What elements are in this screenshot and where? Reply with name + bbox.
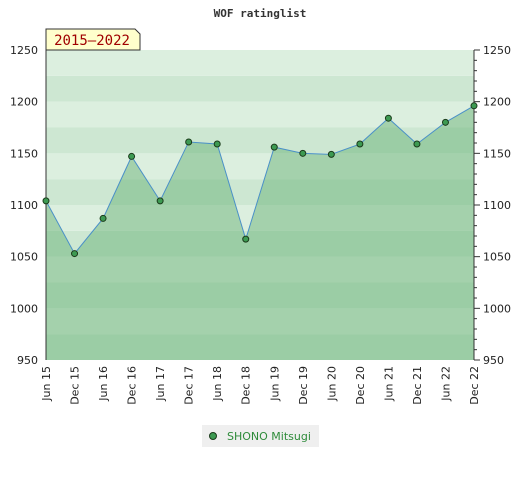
x-tick-label: Jun 16 xyxy=(97,366,110,402)
y-tick-label-right: 1000 xyxy=(483,302,511,315)
data-point xyxy=(42,197,50,205)
x-tick-label: Dec 21 xyxy=(411,366,424,405)
x-tick-label: Dec 20 xyxy=(354,366,367,405)
y-tick-label-right: 1250 xyxy=(483,44,511,57)
band xyxy=(46,75,474,102)
series-area xyxy=(46,105,474,360)
legend-marker xyxy=(209,432,217,440)
data-point xyxy=(413,140,421,148)
y-tick-label-right: 1100 xyxy=(483,199,511,212)
data-point xyxy=(356,140,364,148)
data-point xyxy=(71,250,79,258)
x-tick-label: Jun 20 xyxy=(325,366,338,402)
x-tick-label: Dec 18 xyxy=(240,366,253,405)
x-tick-labels: Jun 15 Dec 15 Jun 16 Dec 16 Jun 17 Dec 17 Jun … xyxy=(40,366,481,405)
x-tick-label: Jun 18 xyxy=(211,366,224,402)
band xyxy=(46,334,474,360)
data-point xyxy=(270,143,278,151)
y-tick-label-left: 1100 xyxy=(10,199,38,212)
data-point xyxy=(156,197,164,205)
y-tick-label-left: 1050 xyxy=(10,251,38,264)
band xyxy=(46,50,474,76)
data-point xyxy=(242,235,250,243)
y-tick-label-right: 1050 xyxy=(483,251,511,264)
axes: 950 950 1000 1000 1050 1050 1100 1100 1150 1150 12… xyxy=(10,44,511,367)
x-tick-label: Jun 17 xyxy=(154,366,167,402)
y-tick-label-right: 1200 xyxy=(483,96,511,109)
data-point xyxy=(99,214,107,222)
chart-title: WOF ratinglist xyxy=(214,7,307,20)
data-point xyxy=(327,150,335,158)
legend-box xyxy=(202,425,319,447)
area-fill xyxy=(45,105,475,360)
y-tick-label-left: 1250 xyxy=(10,44,38,57)
data-point xyxy=(384,114,392,122)
data-point xyxy=(128,152,136,160)
band xyxy=(46,153,474,180)
y-tick-label-right: 950 xyxy=(483,354,504,367)
x-tick-label: Dec 19 xyxy=(297,366,310,405)
series-line xyxy=(45,105,475,255)
badge-shape xyxy=(45,28,141,51)
badge-text: 2015–2022 xyxy=(54,33,130,49)
x-tick-label: Jun 22 xyxy=(439,366,452,402)
data-point xyxy=(185,138,193,146)
data-point xyxy=(470,102,478,110)
x-tick-label: Jun 15 xyxy=(40,366,53,402)
y-tick-label-left: 1150 xyxy=(10,147,38,160)
data-points xyxy=(42,102,478,258)
x-tick-label: Dec 16 xyxy=(126,366,139,405)
data-point xyxy=(299,149,307,157)
y-tick-label-right: 1150 xyxy=(483,147,511,160)
band xyxy=(46,127,474,154)
legend-label: SHONO Mitsugi xyxy=(227,430,311,443)
band xyxy=(46,256,474,283)
x-tick-label: Jun 21 xyxy=(382,366,395,402)
y-tick-label-left: 950 xyxy=(17,354,38,367)
data-point xyxy=(213,140,221,148)
period-badge: 2015–2022 xyxy=(45,28,141,51)
background-bands xyxy=(46,50,474,360)
legend: SHONO Mitsugi xyxy=(202,425,319,447)
x-tick-label: Dec 22 xyxy=(468,366,481,405)
y-tick-label-left: 1200 xyxy=(10,96,38,109)
band xyxy=(46,101,474,128)
band xyxy=(46,205,474,231)
x-tick-label: Dec 17 xyxy=(183,366,196,405)
band xyxy=(46,230,474,257)
x-tick-label: Dec 15 xyxy=(69,366,82,405)
band xyxy=(46,282,474,309)
x-tick-label: Jun 19 xyxy=(268,366,281,402)
band xyxy=(46,308,474,335)
data-point xyxy=(441,118,449,126)
y-tick-label-left: 1000 xyxy=(10,302,38,315)
